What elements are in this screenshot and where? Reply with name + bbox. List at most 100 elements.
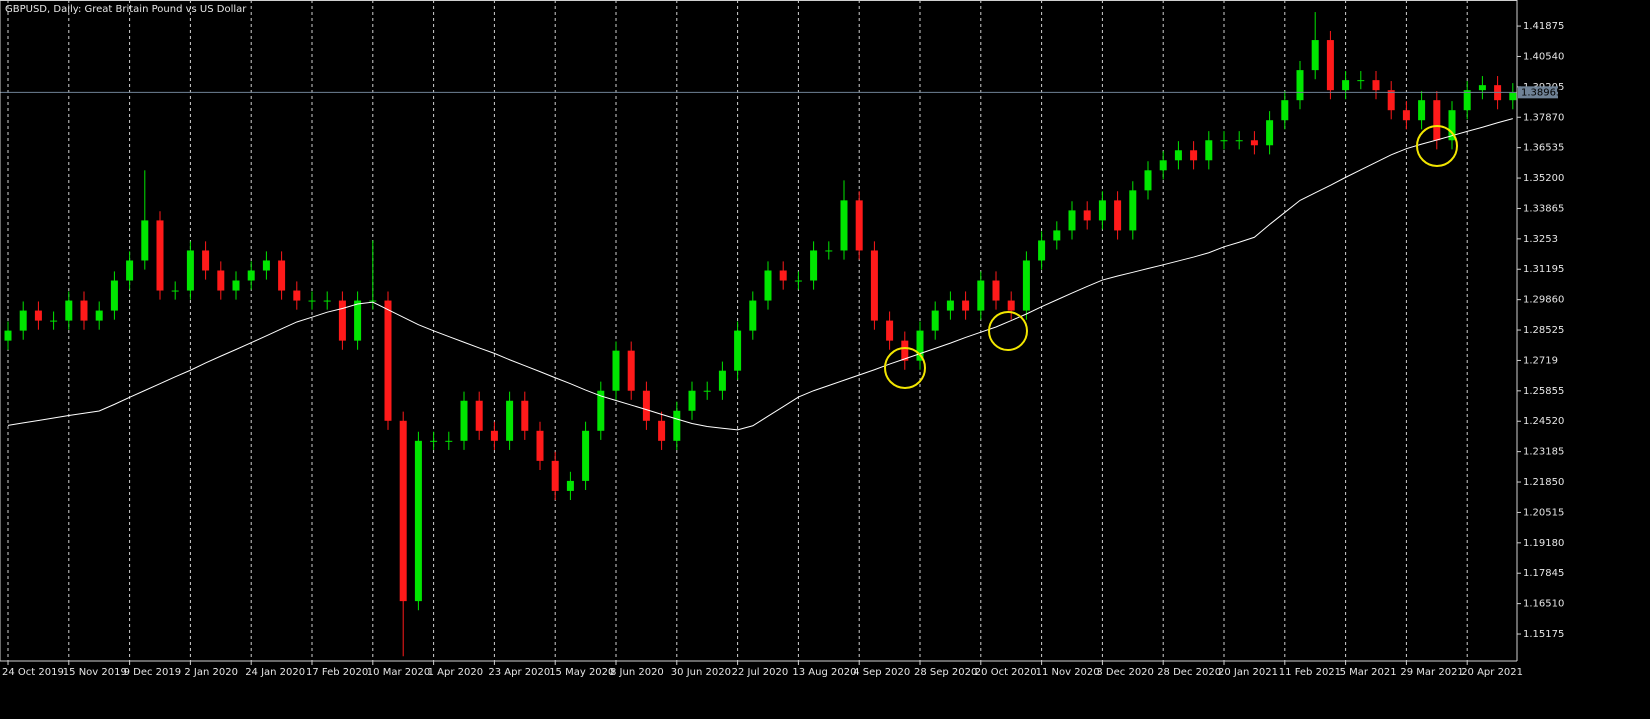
candle-body [992, 280, 1000, 301]
x-tick-label: 11 Nov 2020 [1036, 667, 1100, 678]
x-tick-label: 17 Feb 2020 [306, 667, 368, 678]
y-tick-label: 1.2719 [1523, 355, 1558, 366]
candle-body [186, 250, 194, 291]
candle-body [1296, 70, 1304, 101]
candle-body [916, 330, 924, 361]
candle-body [551, 460, 559, 491]
candle-body [840, 200, 848, 251]
x-tick-label: 13 Aug 2020 [792, 667, 856, 678]
y-tick-label: 1.29860 [1523, 295, 1564, 306]
y-tick-label: 1.35200 [1523, 173, 1564, 184]
x-tick-label: 9 Dec 2019 [124, 667, 182, 678]
candle-body [1114, 200, 1122, 231]
x-tick-label: 5 Mar 2021 [1340, 667, 1397, 678]
candle-body [80, 300, 88, 321]
candle-body [278, 260, 286, 291]
candle-body [1342, 80, 1350, 91]
x-tick-label: 11 Feb 2021 [1279, 667, 1341, 678]
highlight-circle [1416, 125, 1458, 167]
candle-body [50, 320, 58, 322]
moving-average-line [7, 118, 1513, 431]
candle-body [19, 310, 27, 331]
y-tick-label: 1.31195 [1523, 264, 1564, 275]
candle-body [1022, 260, 1030, 311]
x-tick-label: 15 May 2020 [549, 667, 614, 678]
candle-body [1387, 90, 1395, 111]
candle-body [490, 430, 498, 441]
candle-body [946, 300, 954, 311]
candle-body [688, 390, 696, 411]
x-tick-label: 23 Apr 2020 [488, 667, 550, 678]
candle-body [354, 300, 362, 341]
x-tick-label: 28 Dec 2020 [1157, 667, 1221, 678]
candle-body [1509, 92, 1517, 101]
chart-title: GBPUSD, Daily: Great Britain Pound vs US… [5, 4, 247, 15]
candle-body [217, 270, 225, 291]
plot-layer [0, 12, 1517, 657]
candle-body [1129, 190, 1137, 231]
candle-body [1357, 80, 1365, 82]
axis-layer: 1.418751.405401.392051.378701.365351.352… [0, 0, 1564, 678]
candle-body [293, 290, 301, 301]
candle-body [536, 430, 544, 461]
candle-body [1478, 85, 1486, 91]
candle-body [1281, 100, 1289, 121]
candle-body [810, 250, 818, 281]
candle-body [1007, 300, 1015, 311]
annotation-layer [884, 125, 1458, 389]
candle-body [1098, 200, 1106, 221]
candle-body [430, 440, 438, 442]
x-tick-label: 8 Jun 2020 [610, 667, 664, 678]
candle-body [901, 340, 909, 361]
candle-body [977, 280, 985, 311]
candle-body [1326, 40, 1334, 91]
candle-body [825, 250, 833, 252]
candle-body [962, 300, 970, 311]
candle-body [794, 280, 802, 282]
highlight-circle [884, 347, 926, 389]
candle-body [445, 440, 453, 442]
y-tick-label: 1.16510 [1523, 599, 1564, 610]
candle-body [1159, 160, 1167, 171]
candle-body [65, 300, 73, 321]
candle-body [582, 430, 590, 481]
candle-body [718, 370, 726, 391]
candle-body [247, 270, 255, 281]
candle-body [627, 350, 635, 391]
y-tick-label: 1.40540 [1523, 51, 1564, 62]
candle-body [156, 220, 164, 291]
candle-body [1190, 150, 1198, 161]
candle-body [1372, 80, 1380, 91]
candle-body [1250, 140, 1258, 146]
candle-body [369, 300, 377, 302]
current-price-label: 1.38965 [1521, 87, 1562, 98]
candle-body [779, 270, 787, 281]
candle-body [1038, 240, 1046, 261]
x-tick-label: 29 Mar 2021 [1400, 667, 1463, 678]
y-tick-label: 1.41875 [1523, 21, 1564, 32]
candle-body [1068, 210, 1076, 231]
candle-body [1083, 210, 1091, 221]
candle-body [506, 400, 514, 441]
candle-body [110, 280, 118, 311]
x-tick-label: 2 Jan 2020 [184, 667, 238, 678]
y-tick-label: 1.36535 [1523, 143, 1564, 154]
candle-body [384, 300, 392, 421]
candle-body [95, 310, 103, 321]
y-tick-label: 1.20515 [1523, 507, 1564, 518]
x-tick-label: 20 Jan 2021 [1218, 667, 1278, 678]
y-tick-label: 1.15175 [1523, 629, 1564, 640]
x-tick-label: 30 Jun 2020 [671, 667, 731, 678]
highlight-circle [988, 311, 1028, 351]
x-tick-label: 28 Sep 2020 [914, 667, 977, 678]
candle-body [34, 310, 42, 321]
x-tick-label: 20 Apr 2021 [1461, 667, 1523, 678]
candle-body [566, 480, 574, 491]
candle-body [232, 280, 240, 291]
candle-body [4, 330, 12, 341]
y-tick-label: 1.37870 [1523, 112, 1564, 123]
candle-body [1174, 150, 1182, 161]
candle-body [338, 300, 346, 341]
